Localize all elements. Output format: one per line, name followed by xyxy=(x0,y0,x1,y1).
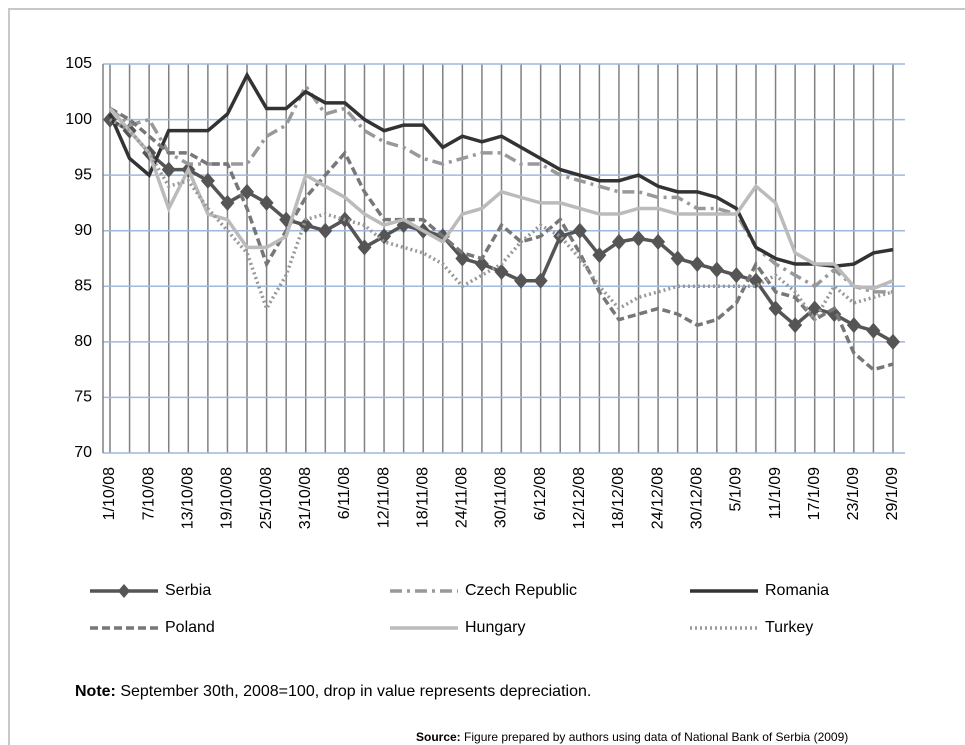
series-line xyxy=(109,118,894,323)
legend-label: Czech Republic xyxy=(465,582,577,599)
x-tick-label: 6/11/08 xyxy=(336,467,353,519)
series-line xyxy=(109,106,894,372)
marker xyxy=(807,300,822,317)
marker xyxy=(553,228,568,245)
legend-marker xyxy=(118,584,130,598)
x-tick-label: 25/10/08 xyxy=(258,467,275,529)
x-tick-label: 23/1/09 xyxy=(845,467,862,520)
x-tick-label: 12/12/08 xyxy=(571,467,588,529)
x-tick-label: 18/12/08 xyxy=(610,467,627,529)
series-line xyxy=(108,71,894,269)
marker xyxy=(846,317,861,334)
y-tick-label: 75 xyxy=(74,389,92,406)
legend-label: Poland xyxy=(165,619,215,636)
marker xyxy=(651,233,666,250)
marker xyxy=(200,172,215,189)
marker xyxy=(611,233,626,250)
marker xyxy=(631,230,646,247)
x-tick-label: 30/12/08 xyxy=(688,467,705,529)
y-tick-label: 85 xyxy=(74,278,92,295)
marker xyxy=(729,267,744,284)
x-tick-label: 17/1/09 xyxy=(806,467,823,520)
marker xyxy=(709,261,724,278)
marker xyxy=(670,250,685,267)
note: Note: September 30th, 2008=100, drop in … xyxy=(75,683,591,700)
x-tick-label: 29/1/09 xyxy=(884,467,901,520)
x-tick-label: 31/10/08 xyxy=(297,467,314,529)
y-tick-label: 95 xyxy=(74,166,92,183)
marker xyxy=(161,161,176,178)
note-label: Note: xyxy=(75,683,116,700)
source-text: Figure prepared by authors using data of… xyxy=(461,730,849,744)
marker xyxy=(886,333,900,350)
x-tick-label: 13/10/08 xyxy=(180,467,197,529)
legend-label: Turkey xyxy=(765,619,813,636)
y-tick-label: 70 xyxy=(74,444,92,461)
marker xyxy=(220,194,235,211)
x-tick-label: 5/1/09 xyxy=(728,467,745,512)
marker xyxy=(592,247,607,264)
y-tick-label: 105 xyxy=(65,55,92,72)
x-tick-label: 6/12/08 xyxy=(532,467,549,520)
x-tick-label: 12/11/08 xyxy=(375,467,392,528)
marker xyxy=(866,322,881,339)
marker xyxy=(533,272,548,289)
legend-label: Serbia xyxy=(165,582,211,599)
legend-label: Hungary xyxy=(465,619,525,636)
marker xyxy=(357,239,372,256)
y-tick-label: 80 xyxy=(74,333,92,350)
x-tick-label: 11/1/09 xyxy=(767,467,784,519)
marker xyxy=(259,194,274,211)
marker xyxy=(318,222,333,239)
x-tick-label: 7/10/08 xyxy=(140,467,157,520)
x-tick-label: 1/10/08 xyxy=(101,467,118,520)
y-tick-label: 90 xyxy=(74,222,92,239)
x-tick-label: 30/11/08 xyxy=(493,467,510,528)
series-line xyxy=(108,107,894,291)
series-line xyxy=(108,82,893,294)
marker xyxy=(690,256,705,273)
source-label: Source: xyxy=(416,730,461,744)
x-tick-label: 18/11/08 xyxy=(414,467,431,528)
marker xyxy=(788,317,803,334)
x-tick-label: 24/12/08 xyxy=(649,467,666,529)
y-tick-label: 100 xyxy=(65,111,92,128)
note-text: September 30th, 2008=100, drop in value … xyxy=(116,683,591,700)
frame xyxy=(8,8,965,745)
marker xyxy=(455,250,470,267)
marker xyxy=(572,222,587,239)
x-tick-label: 24/11/08 xyxy=(454,467,471,528)
marker xyxy=(474,256,489,273)
marker xyxy=(768,300,783,317)
source: Source: Figure prepared by authors using… xyxy=(416,730,848,744)
marker xyxy=(514,272,529,289)
legend-label: Romania xyxy=(765,582,829,599)
x-tick-label: 19/10/08 xyxy=(219,467,236,529)
marker xyxy=(377,228,392,245)
marker xyxy=(240,183,255,200)
